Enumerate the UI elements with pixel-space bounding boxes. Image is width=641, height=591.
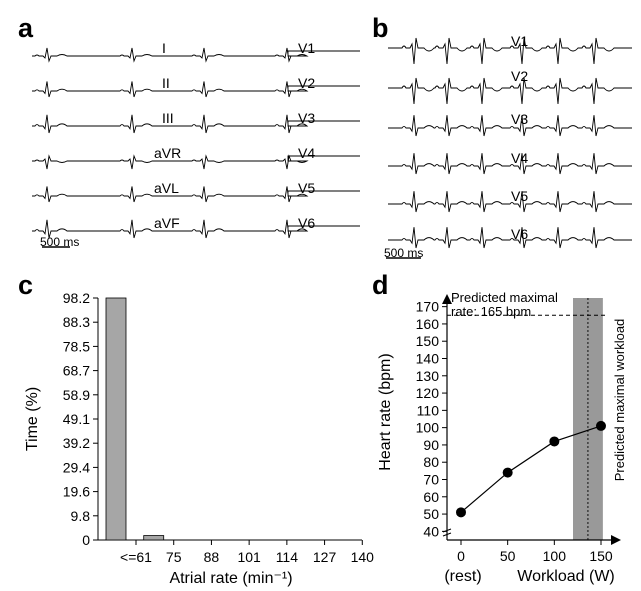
lead-label: V4 (511, 150, 528, 166)
panel-label-c: c (18, 270, 33, 300)
y-tick-label: 88.3 (63, 314, 90, 330)
y-tick-label: 49.1 (63, 411, 90, 427)
series-line (460, 425, 602, 513)
y-tick-label: 150 (416, 333, 440, 349)
y-tick-label: 58.9 (63, 387, 90, 403)
lead-label: V1 (511, 33, 528, 49)
lead-label: V4 (298, 145, 315, 161)
lead-label: V5 (298, 180, 315, 196)
lead-label: V5 (511, 188, 528, 204)
x-tick-label: 101 (237, 549, 261, 565)
panel-label-d: d (372, 270, 389, 300)
predicted-rate-label: rate: 165 bpm (451, 304, 531, 319)
x-tick-label: 140 (351, 549, 375, 565)
ecg-panel-b: V1 V2 V3 V4 V5 V6 500 ms (384, 33, 632, 260)
x-tick-label: 114 (276, 549, 299, 565)
ecg-trace (32, 186, 360, 203)
data-point (456, 507, 466, 518)
y-tick-label: 68.7 (63, 363, 90, 379)
ecg-trace (388, 153, 632, 175)
y-tick-label: 140 (416, 351, 440, 367)
x-axis-label: Atrial rate (min⁻¹) (169, 570, 292, 587)
y-tick-label: 98.2 (63, 290, 90, 306)
panel-label-a: a (18, 13, 34, 43)
y-axis-label: Heart rate (bpm) (377, 353, 394, 470)
x-axis-sublabel: (rest) (444, 568, 481, 585)
ecg-trace (388, 227, 632, 249)
data-point (549, 436, 560, 447)
x-tick-label: 75 (166, 549, 182, 565)
lead-label: V1 (298, 40, 315, 56)
y-tick-label: 9.8 (71, 508, 91, 524)
x-tick-label: 88 (204, 549, 220, 565)
y-axis-arrow (442, 294, 452, 304)
y-tick-label: 78.5 (63, 338, 90, 354)
scale-bar-label: 500 ms (40, 235, 79, 249)
y-tick-label: 80 (423, 454, 439, 470)
y-tick-label: 170 (416, 299, 440, 315)
ecg-trace (32, 219, 360, 239)
data-point (502, 467, 513, 478)
ecg-trace (32, 47, 360, 63)
x-tick-label: 150 (589, 548, 613, 564)
y-tick-label: 29.4 (63, 459, 90, 475)
y-tick-label: 70 (423, 472, 439, 488)
lead-label: V3 (298, 110, 315, 126)
lead-label: aVR (154, 145, 181, 161)
lead-label: V6 (298, 215, 315, 231)
x-tick-label: 127 (313, 549, 337, 565)
lead-label: II (162, 75, 170, 91)
x-axis-label: Workload (W) (517, 568, 615, 585)
lead-label: V6 (511, 226, 528, 242)
y-tick-label: 40 (423, 523, 439, 539)
ecg-trace (32, 81, 360, 98)
lead-label: V2 (511, 68, 528, 84)
y-tick-label: 19.6 (63, 484, 90, 500)
panel-label-b: b (372, 13, 389, 43)
data-point (596, 420, 606, 431)
y-tick-label: 110 (417, 402, 440, 418)
predicted-workload-label: Predicted maximal workload (612, 319, 627, 482)
y-tick-label: 39.2 (63, 435, 90, 451)
lead-label: aVL (154, 180, 179, 196)
lead-label: V3 (511, 111, 528, 127)
lead-label: V2 (298, 75, 315, 91)
x-tick-label: <=61 (120, 549, 152, 565)
predicted-rate-label: Predicted maximal (451, 290, 558, 305)
y-tick-label: 90 (423, 437, 439, 453)
ecg-traces-a (32, 47, 360, 239)
ecg-trace (388, 191, 632, 213)
lead-label: aVF (154, 215, 180, 231)
ecg-trace (388, 37, 632, 65)
lead-label: III (162, 110, 174, 126)
scale-bar-label: 500 ms (384, 246, 423, 260)
y-tick-label: 60 (423, 489, 439, 505)
y-tick-label: 50 (423, 506, 439, 522)
y-tick-label: 100 (416, 420, 440, 436)
x-tick-label: 0 (457, 548, 465, 564)
y-tick-label: 160 (416, 316, 440, 332)
x-tick-label: 50 (500, 548, 516, 564)
x-axis-arrow (611, 535, 621, 545)
ecg-trace (388, 77, 632, 105)
ecg-panel-a: I II III aVR aVL aVF V1 V2 V3 V4 V5 V6 5… (32, 40, 360, 249)
y-tick-label: 130 (416, 368, 440, 384)
ecg-trace (388, 115, 632, 137)
lead-label: I (162, 40, 166, 56)
y-tick-label: 0 (82, 532, 90, 548)
ecg-trace (32, 154, 360, 170)
bar (143, 535, 165, 541)
ecg-traces-b (388, 37, 632, 249)
chart-c: 98.2 88.3 78.5 68.7 58.9 49.1 39.2 29.4 19.6 9.8 0… (24, 290, 374, 587)
x-tick-label: 100 (543, 548, 567, 564)
ecg-trace (32, 114, 360, 134)
y-axis-label: Time (%) (24, 387, 41, 451)
bar (105, 297, 127, 541)
y-tick-label: 120 (416, 385, 440, 401)
